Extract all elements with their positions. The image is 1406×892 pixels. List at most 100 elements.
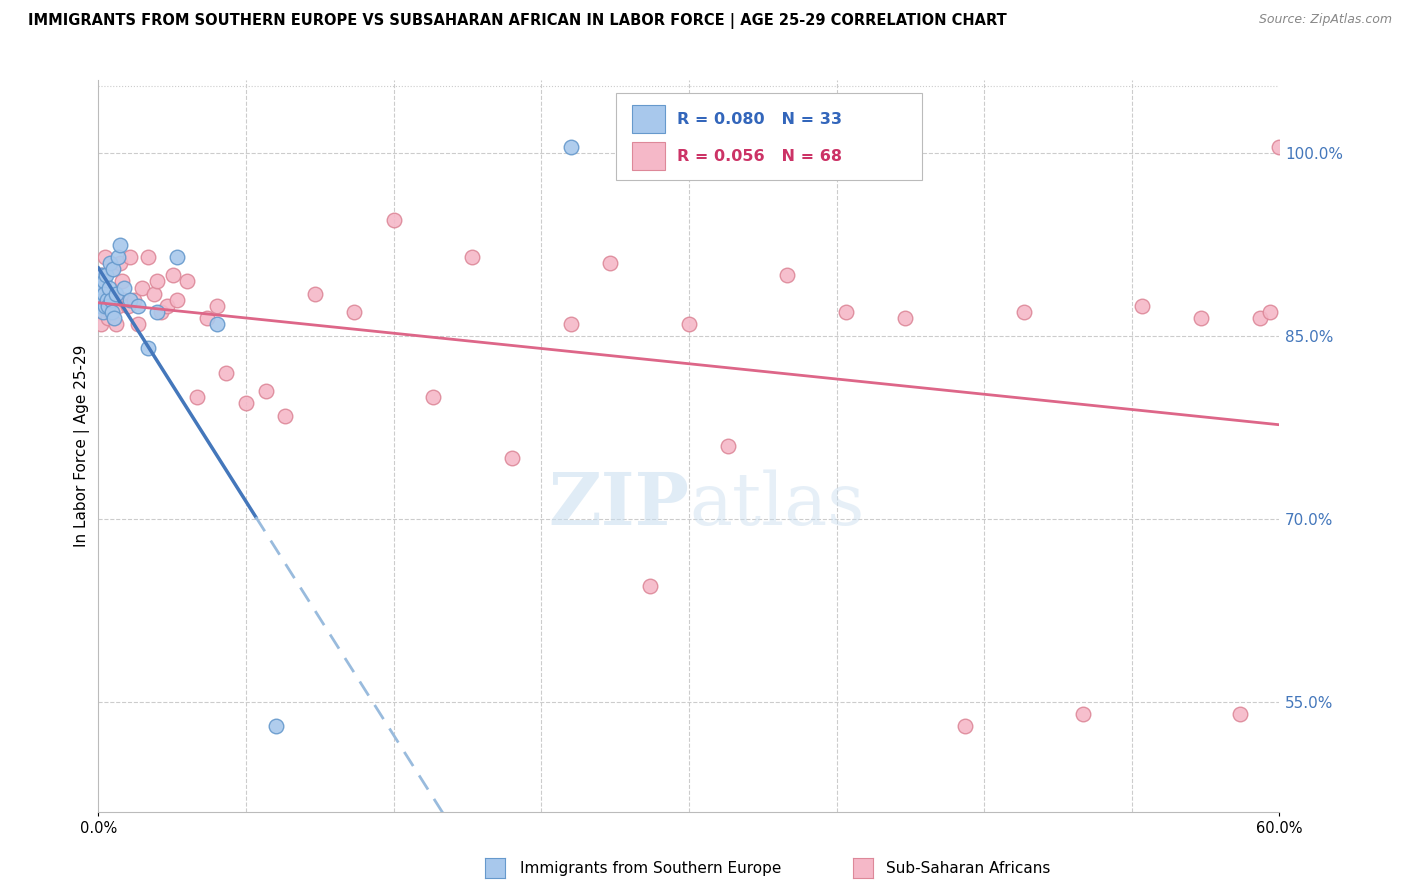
Point [90, 299, 112, 313]
Point [97, 299, 120, 313]
Point [150, 305, 173, 319]
Point [205, 317, 228, 331]
Point [186, 390, 208, 404]
Point [105, 286, 128, 301]
Text: atlas: atlas [689, 469, 865, 540]
Point [560, 317, 582, 331]
Point [560, 140, 582, 154]
Point [108, 256, 131, 270]
FancyBboxPatch shape [616, 94, 921, 180]
Point [166, 250, 188, 264]
Point [101, 305, 124, 319]
Point [89, 293, 111, 307]
Point [422, 390, 444, 404]
Bar [633, 105, 665, 133]
Point [1288, 140, 1310, 154]
Point [1278, 140, 1301, 154]
Point [108, 238, 131, 252]
Point [90, 317, 112, 331]
Point [146, 305, 169, 319]
Point [94, 250, 117, 264]
Point [112, 280, 135, 294]
Point [91, 293, 114, 307]
Point [599, 256, 621, 270]
Point [100, 293, 122, 307]
Text: R = 0.080   N = 33: R = 0.080 N = 33 [678, 112, 842, 127]
Point [96, 268, 118, 283]
Point [112, 293, 135, 307]
Point [776, 268, 799, 283]
Point [131, 280, 153, 294]
Point [162, 268, 184, 283]
Point [96, 293, 118, 307]
Y-axis label: In Labor Force | Age 25-29: In Labor Force | Age 25-29 [75, 345, 90, 547]
Point [1268, 140, 1291, 154]
Point [93, 299, 115, 313]
Point [461, 250, 484, 264]
Point [1308, 140, 1330, 154]
Point [166, 293, 188, 307]
Point [118, 250, 141, 264]
Point [107, 250, 129, 264]
Point [91, 268, 114, 283]
Point [953, 719, 976, 733]
Point [89, 293, 111, 307]
Point [1189, 311, 1212, 326]
Point [98, 256, 121, 270]
Point [235, 396, 257, 410]
Point [94, 299, 117, 313]
Text: ZIP: ZIP [548, 469, 689, 540]
Point [146, 275, 169, 289]
Point [264, 719, 287, 733]
Point [136, 342, 159, 356]
Point [215, 366, 238, 380]
Point [93, 280, 115, 294]
Point [195, 311, 218, 326]
Point [274, 409, 297, 423]
Point [93, 275, 115, 289]
Text: R = 0.056   N = 68: R = 0.056 N = 68 [678, 149, 842, 164]
Text: IMMIGRANTS FROM SOUTHERN EUROPE VS SUBSAHARAN AFRICAN IN LABOR FORCE | AGE 25-29: IMMIGRANTS FROM SOUTHERN EUROPE VS SUBSA… [28, 13, 1007, 29]
Point [103, 293, 125, 307]
Point [105, 317, 128, 331]
Point [717, 439, 740, 453]
Point [254, 384, 277, 399]
Point [638, 579, 661, 593]
Bar [633, 143, 665, 170]
Point [117, 299, 139, 313]
Point [1012, 305, 1035, 319]
Point [1249, 311, 1271, 326]
Text: Immigrants from Southern Europe: Immigrants from Southern Europe [520, 862, 782, 876]
Point [1258, 305, 1281, 319]
Point [103, 262, 125, 277]
Point [93, 305, 115, 319]
Point [90, 299, 112, 313]
Point [1367, 140, 1389, 154]
Point [127, 317, 149, 331]
Point [1229, 707, 1251, 722]
Point [343, 305, 366, 319]
Point [96, 286, 118, 301]
Point [136, 250, 159, 264]
Point [89, 280, 111, 294]
Point [156, 299, 179, 313]
Point [111, 275, 134, 289]
Point [127, 299, 149, 313]
Text: Source: ZipAtlas.com: Source: ZipAtlas.com [1258, 13, 1392, 27]
Point [91, 280, 114, 294]
Point [89, 286, 111, 301]
Point [678, 317, 700, 331]
Point [89, 286, 111, 301]
Point [835, 305, 858, 319]
Point [142, 286, 165, 301]
Point [894, 311, 917, 326]
Text: Sub-Saharan Africans: Sub-Saharan Africans [886, 862, 1050, 876]
Point [98, 280, 121, 294]
Point [103, 311, 125, 326]
Point [98, 305, 121, 319]
Point [382, 213, 405, 227]
Point [205, 299, 228, 313]
Point [90, 268, 112, 283]
Point [118, 293, 141, 307]
Point [501, 451, 523, 466]
